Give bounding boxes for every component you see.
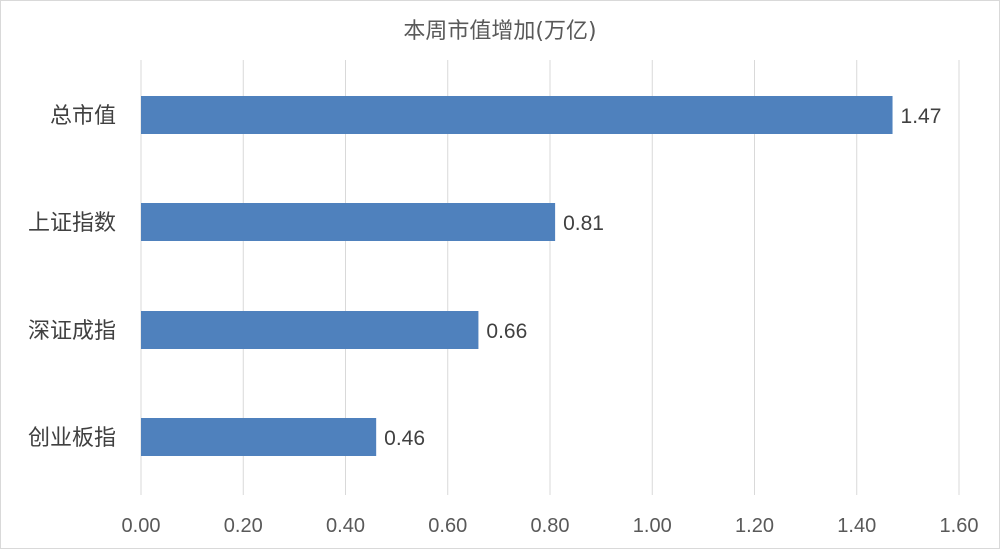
x-tick-label: 1.40 xyxy=(837,515,876,537)
x-tick-label: 1.00 xyxy=(633,515,672,537)
x-tick-label: 0.00 xyxy=(122,515,161,537)
x-tick-label: 0.80 xyxy=(531,515,570,537)
category-label: 深证成指 xyxy=(28,319,116,344)
x-tick-label: 1.20 xyxy=(735,515,774,537)
bar xyxy=(141,311,479,349)
x-tick-label: 1.60 xyxy=(940,515,979,537)
x-tick-label: 0.20 xyxy=(224,515,263,537)
x-tick-label: 0.40 xyxy=(326,515,365,537)
data-label: 0.81 xyxy=(563,212,604,235)
bars xyxy=(141,96,893,456)
category-label: 创业板指 xyxy=(28,426,116,451)
chart-title: 本周市值增加(万亿) xyxy=(403,19,596,44)
data-label: 0.66 xyxy=(486,320,527,343)
category-label: 总市值 xyxy=(50,104,116,129)
bar xyxy=(141,203,556,241)
bar xyxy=(141,96,893,134)
data-label: 1.47 xyxy=(901,105,942,128)
category-label: 上证指数 xyxy=(28,211,116,236)
x-axis-ticks: 0.00 0.20 0.40 0.60 0.80 1.00 1.20 1.40 1.60 xyxy=(122,515,979,537)
data-label: 0.46 xyxy=(384,427,425,450)
x-tick-label: 0.60 xyxy=(428,515,467,537)
data-labels: 1.47 0.81 0.66 0.46 xyxy=(384,105,941,450)
bar xyxy=(141,418,377,456)
